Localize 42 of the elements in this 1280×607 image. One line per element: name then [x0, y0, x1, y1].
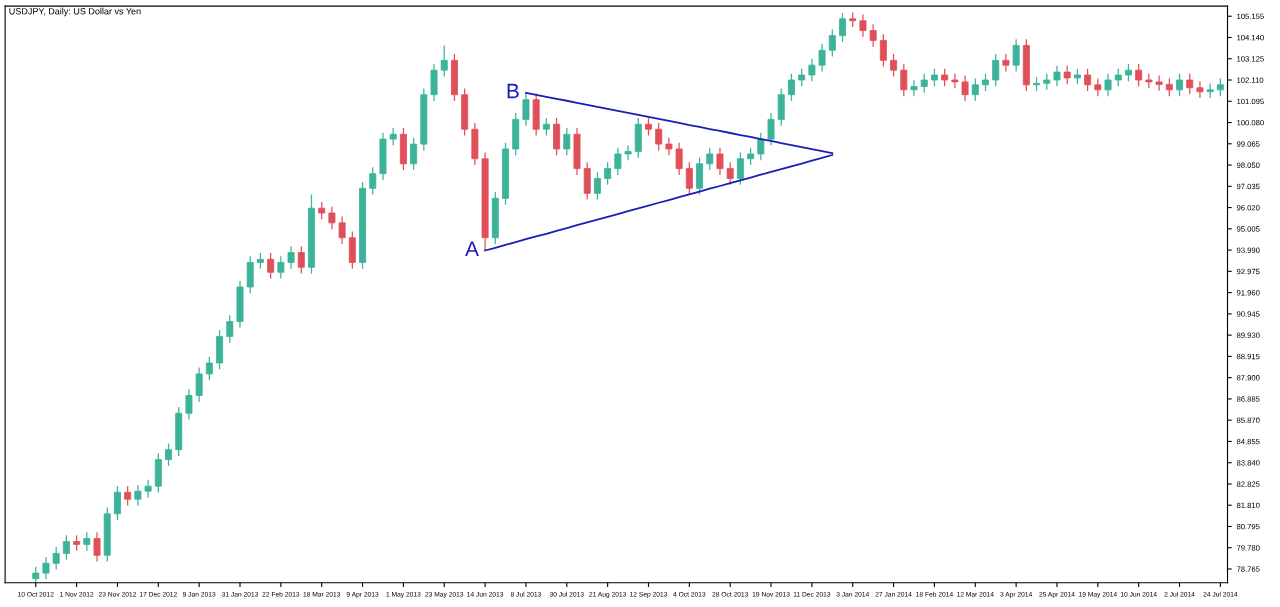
- candlestick: [195, 366, 203, 403]
- candlestick: [420, 87, 428, 152]
- candlestick: [205, 356, 213, 381]
- candlestick: [1145, 73, 1153, 89]
- series-label: B: [507, 83, 519, 99]
- candlestick: [369, 166, 377, 196]
- candlestick: [277, 255, 285, 280]
- candlestick: [83, 531, 91, 552]
- candlestick: [144, 479, 152, 499]
- candlestick: [246, 255, 254, 294]
- candlestick: [1053, 65, 1061, 87]
- candlestick: [757, 132, 765, 161]
- candlestick: [624, 144, 632, 161]
- candlestick: [828, 28, 836, 58]
- candlestick: [900, 63, 908, 97]
- candlestick: [124, 485, 132, 507]
- candlestick: [716, 147, 724, 176]
- candlestick: [52, 546, 60, 571]
- series-label: A: [465, 241, 479, 256]
- candlestick: [1104, 73, 1112, 97]
- candlestick: [1196, 80, 1204, 99]
- candlestick: [1002, 53, 1010, 73]
- candlestick: [920, 73, 928, 94]
- candlestick: [614, 147, 622, 176]
- candlestick: [1176, 73, 1184, 97]
- candlestick: [910, 79, 918, 97]
- candlestick: [297, 245, 305, 275]
- candlestick: [563, 127, 571, 156]
- candlestick: [1186, 73, 1194, 95]
- candlestick: [808, 58, 816, 82]
- candlestick: [665, 137, 673, 156]
- chart-title: USDJPY, Daily: US Dollar vs Yen: [9, 7, 141, 17]
- candlestick: [869, 23, 877, 48]
- candlestick: [951, 73, 959, 89]
- candlestick: [226, 314, 234, 344]
- candlestick: [1063, 65, 1071, 85]
- candlestick: [1155, 74, 1163, 92]
- candlestick: [726, 161, 734, 186]
- candlestick: [532, 92, 540, 137]
- candlestick: [328, 206, 336, 230]
- candlestick: [787, 73, 795, 102]
- candlestick: [1165, 77, 1173, 97]
